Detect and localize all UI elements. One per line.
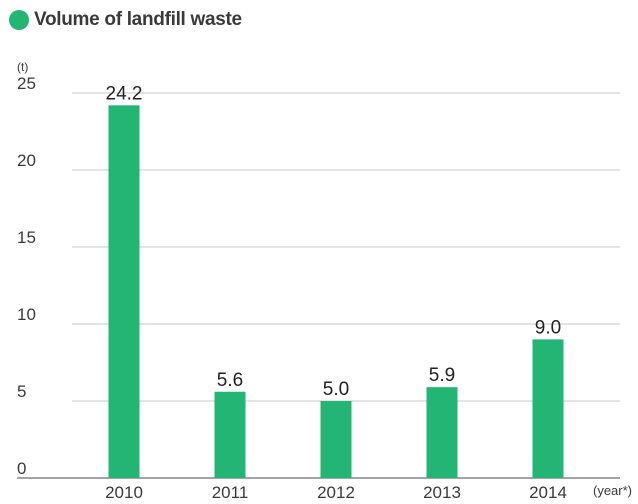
bar — [532, 339, 564, 478]
bar — [108, 105, 140, 478]
y-tick-label: 10 — [17, 305, 36, 324]
data-label: 24.2 — [106, 83, 143, 104]
data-labels: 24.2 5.6 5.0 5.9 9.0 — [106, 83, 562, 400]
data-label: 5.0 — [323, 379, 349, 400]
x-tick-label: 2013 — [423, 483, 461, 502]
y-tick-label: 25 — [17, 74, 36, 93]
x-tick-label: 2012 — [317, 483, 355, 502]
y-axis-unit-label: (t) — [17, 60, 28, 74]
data-label: 5.6 — [217, 370, 243, 391]
x-axis-ticks: 2010 2011 2012 2013 2014 — [105, 483, 567, 502]
bar — [320, 401, 352, 478]
bars — [108, 105, 564, 478]
x-tick-label: 2011 — [212, 483, 249, 502]
x-tick-label: 2014 — [529, 483, 567, 502]
bar — [426, 387, 458, 478]
title-bullet-icon — [9, 10, 29, 30]
bar — [214, 391, 246, 478]
y-tick-label: 20 — [17, 151, 36, 170]
x-tick-label: 2010 — [105, 483, 143, 502]
x-axis-unit-label: (year*) — [593, 483, 632, 498]
data-label: 5.9 — [429, 365, 455, 386]
y-tick-label: 15 — [17, 228, 36, 247]
chart-title: Volume of landfill waste — [34, 9, 242, 30]
y-tick-label: 5 — [17, 382, 26, 401]
y-axis-ticks: 0 5 10 15 20 25 — [17, 74, 36, 478]
gridlines — [17, 92, 620, 479]
y-tick-label: 0 — [17, 459, 26, 478]
chart-title-row: Volume of landfill waste — [9, 7, 242, 33]
data-label: 9.0 — [535, 317, 561, 338]
